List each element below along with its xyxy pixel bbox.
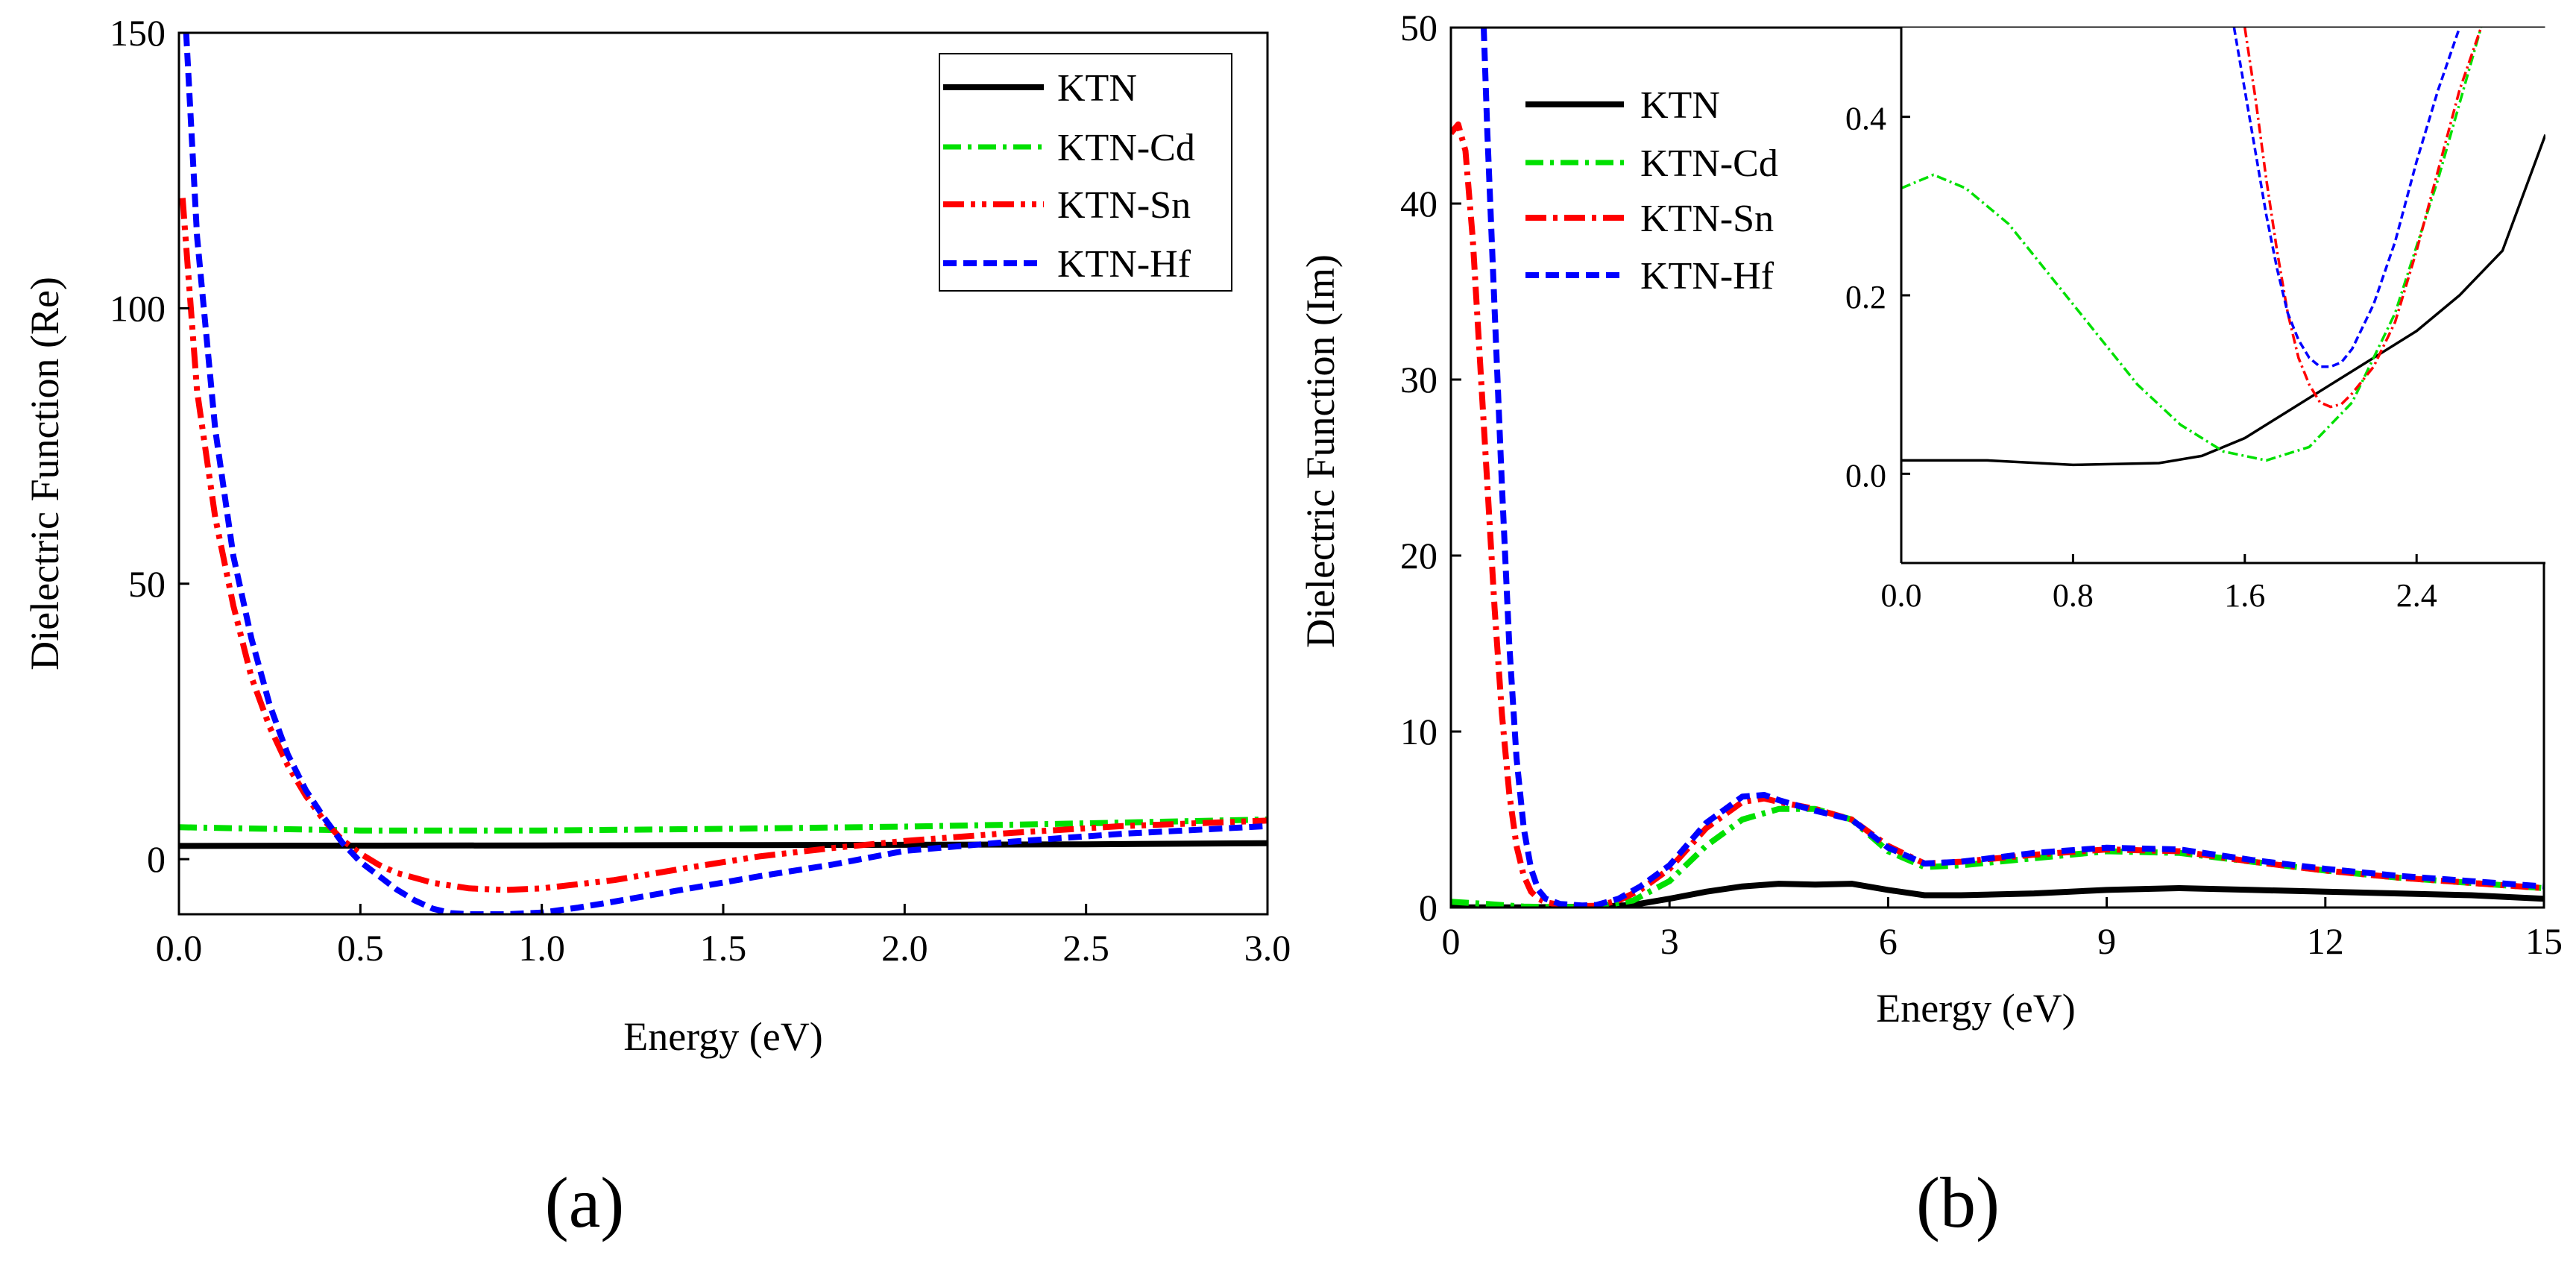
- a-xtick-label: 1.5: [700, 927, 747, 969]
- a-ytick-label: 150: [110, 12, 166, 54]
- inset-series-ktn-hf: [2232, 28, 2461, 368]
- inset-series-ktn-cd: [1901, 28, 2483, 462]
- panel-a-caption: (a): [545, 1163, 625, 1242]
- inset-xtick-label: 2.4: [2396, 577, 2437, 614]
- panel-b-ylabel: Dielectric Function (Im): [1298, 254, 1343, 648]
- a-xtick-label: 2.5: [1062, 927, 1109, 969]
- legend-a-label-sn: KTN-Sn: [1057, 184, 1191, 227]
- b-xtick-label: 12: [2307, 920, 2344, 962]
- inset-ticks: 0.0 0.8 1.6 2.4 0.0 0.2 0.4: [1845, 101, 2437, 614]
- inset-ytick-label: 0.0: [1845, 457, 1886, 494]
- a-xtick-label: 1.0: [518, 927, 565, 969]
- inset-lines: [1901, 28, 2545, 467]
- a-series-ktn-cd: [179, 816, 1267, 834]
- b-series-ktn: [1451, 881, 2544, 908]
- b-ytick-label: 20: [1400, 535, 1437, 576]
- panel-b-caption: (b): [1916, 1163, 2000, 1242]
- a-xtick-label: 0.5: [337, 927, 384, 969]
- b-xtick-label: 15: [2525, 920, 2563, 962]
- b-xtick-label: 3: [1660, 920, 1679, 962]
- inset-xtick-label: 0.8: [2053, 577, 2094, 614]
- a-xtick-label: 2.0: [881, 927, 928, 969]
- panel-a: 0.0 0.5 1.0 1.5 2.0 2.5 3.0 0 50 100 150 Energy (e…: [22, 12, 1291, 1242]
- inset-ytick-label: 0.2: [1845, 279, 1886, 315]
- b-ytick-label: 50: [1400, 7, 1437, 48]
- b-xtick-label: 6: [1879, 920, 1898, 962]
- b-ytick-label: 30: [1400, 359, 1437, 400]
- a-xtick-label: 3.0: [1244, 927, 1291, 969]
- panel-a-xlabel: Energy (eV): [623, 1014, 822, 1059]
- legend-a-label-ktn: KTN: [1057, 67, 1137, 110]
- panel-b-xlabel: Energy (eV): [1876, 986, 2075, 1031]
- a-series-ktn-hf: [183, 33, 1267, 914]
- b-series-ktn-hf: [1481, 28, 2544, 908]
- panel-a-lines: [179, 33, 1267, 914]
- b-ytick-label: 10: [1400, 711, 1437, 752]
- a-ytick-label: 0: [147, 838, 166, 880]
- b-ytick-label: 0: [1419, 887, 1437, 928]
- legend-a-label-hf: KTN-Hf: [1057, 243, 1191, 286]
- a-xtick-label: 0.0: [156, 927, 203, 969]
- inset-xtick-label: 0.0: [1881, 577, 1922, 614]
- panel-b-legend: KTN KTN-Cd KTN-Sn KTN-Hf: [1525, 84, 1778, 298]
- inset-ytick-label: 0.4: [1845, 101, 1886, 137]
- b-ytick-label: 40: [1400, 183, 1437, 224]
- legend-b-label-hf: KTN-Hf: [1640, 255, 1774, 298]
- panel-b-inset: 0.0 0.8 1.6 2.4 0.0 0.2 0.4: [1845, 28, 2545, 614]
- legend-a-label-cd: KTN-Cd: [1057, 127, 1195, 169]
- panel-b: 0 3 6 9 12 15 0 10 20 30 40 50 Energy (eV) Dielectr…: [1298, 7, 2563, 1242]
- panel-b-lines: [1451, 28, 2544, 908]
- a-series-ktn-sn: [179, 198, 1267, 893]
- legend-b-label-sn: KTN-Sn: [1640, 198, 1774, 240]
- legend-b-label-cd: KTN-Cd: [1640, 142, 1778, 185]
- panel-a-legend: KTN KTN-Cd KTN-Sn KTN-Hf: [939, 53, 1232, 292]
- panel-a-legend-box: [939, 53, 1232, 292]
- panel-b-ticks: 0 3 6 9 12 15 0 10 20 30 40 50: [1400, 7, 2563, 962]
- inset-series-ktn-sn: [2243, 28, 2483, 409]
- panel-a-ticks: 0.0 0.5 1.0 1.5 2.0 2.5 3.0 0 50 100 150: [110, 12, 1291, 969]
- b-xtick-label: 9: [2097, 920, 2116, 962]
- panel-a-ylabel: Dielectric Function (Re): [22, 277, 67, 670]
- b-xtick-label: 0: [1442, 920, 1461, 962]
- a-ytick-label: 50: [128, 563, 166, 605]
- inset-series-ktn: [1901, 133, 2545, 467]
- a-ytick-label: 100: [110, 287, 166, 329]
- inset-background: [1901, 28, 2545, 563]
- legend-b-label-ktn: KTN: [1640, 84, 1720, 127]
- a-series-ktn: [179, 840, 1267, 849]
- inset-xtick-label: 1.6: [2224, 577, 2265, 614]
